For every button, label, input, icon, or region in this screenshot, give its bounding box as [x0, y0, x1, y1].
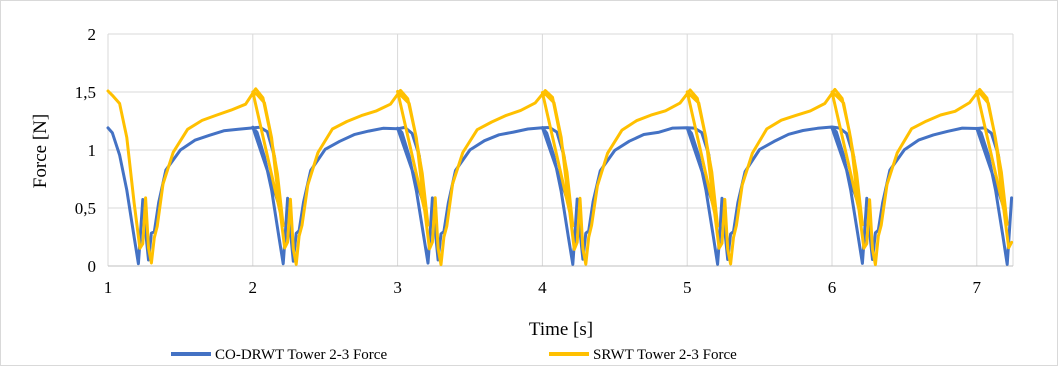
legend: CO-DRWT Tower 2-3 Force SRWT Tower 2-3 F…: [171, 347, 737, 363]
x-tick-label: 4: [538, 278, 547, 297]
y-axis-title: Force [N]: [30, 114, 51, 188]
x-tick-label: 1: [104, 278, 113, 297]
x-tick-labels: 1 2 3 4 5 6 7: [104, 278, 982, 297]
x-tick-label: 6: [828, 278, 837, 297]
series-lines: [106, 87, 1014, 267]
x-tick-label: 3: [393, 278, 402, 297]
y-tick-label: 1,5: [75, 83, 96, 102]
x-tick-label: 5: [683, 278, 692, 297]
y-tick-labels: 0 0,5 1 1,5 2: [75, 25, 96, 276]
y-tick-label: 1: [88, 141, 97, 160]
y-tick-label: 0: [88, 257, 97, 276]
x-tick-label: 7: [973, 278, 982, 297]
legend-label-srwt: SRWT Tower 2-3 Force: [593, 347, 737, 363]
y-tick-label: 2: [88, 25, 97, 44]
y-tick-label: 0,5: [75, 199, 96, 218]
legend-label-co-drwt: CO-DRWT Tower 2-3 Force: [215, 347, 387, 363]
x-tick-label: 2: [249, 278, 258, 297]
x-axis-title: Time [s]: [529, 319, 593, 340]
series-line-srwt: [106, 87, 1014, 267]
